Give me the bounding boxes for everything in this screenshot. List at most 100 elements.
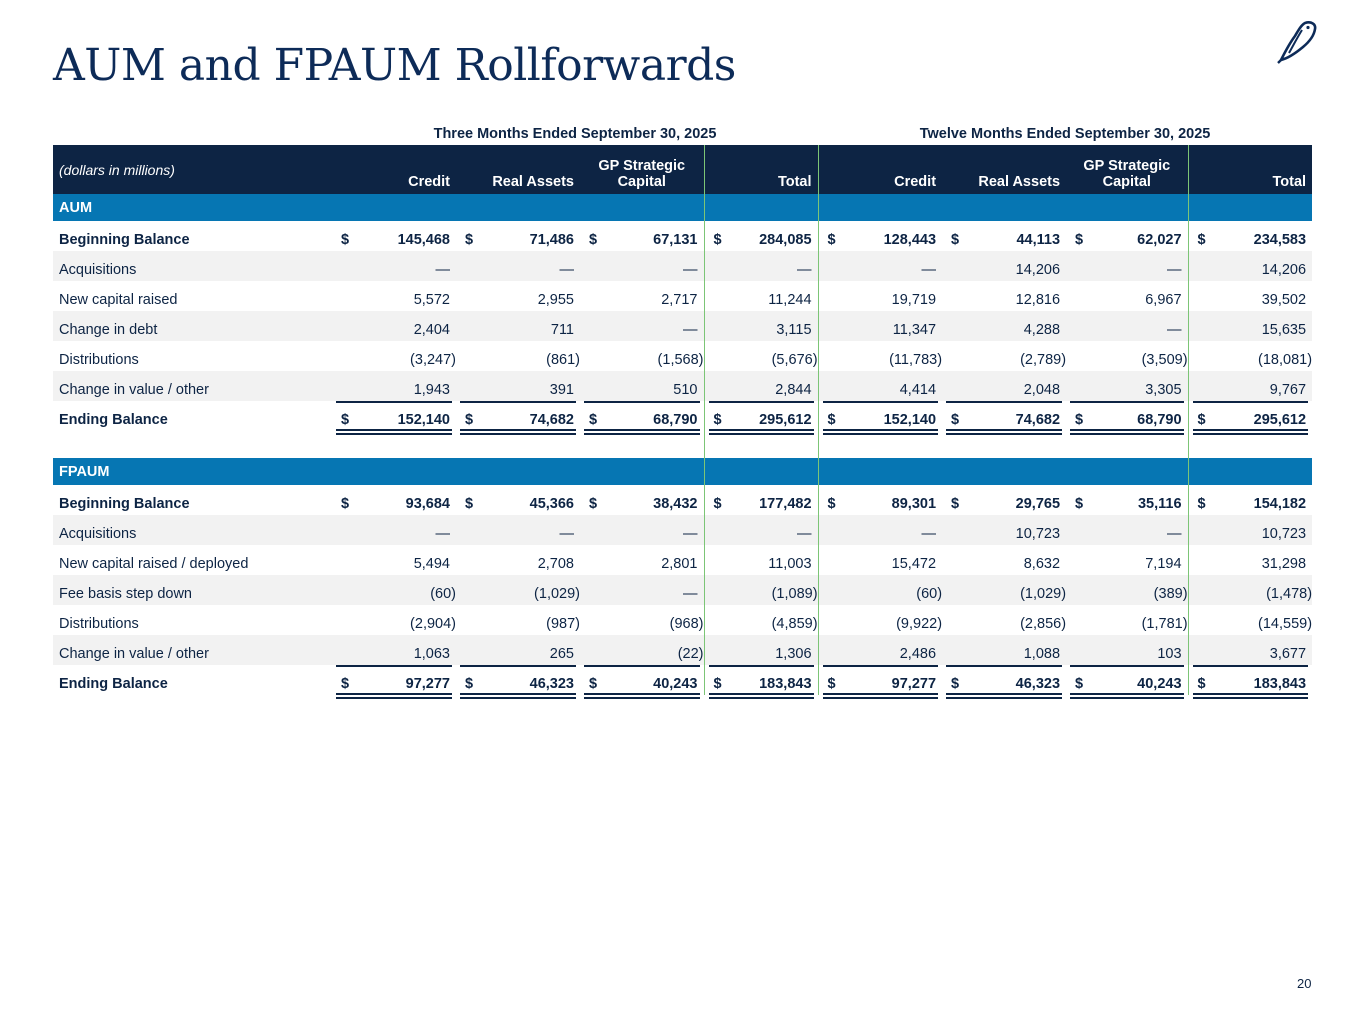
row-label: New capital raised / deployed bbox=[59, 556, 249, 572]
col-header-real-assets-12m: Real Assets bbox=[942, 145, 1067, 194]
cell-value: (861) bbox=[546, 352, 580, 368]
value-cell: — bbox=[580, 311, 704, 341]
value-cell: (4,859) bbox=[703, 605, 819, 635]
cell-value: 391 bbox=[549, 382, 574, 398]
value-cell: (18,081) bbox=[1187, 341, 1313, 371]
value-cell: 3,115 bbox=[703, 311, 819, 341]
bird-logo-icon bbox=[1277, 21, 1317, 64]
table-row: New capital raised / deployed 5,494 2,708 2… bbox=[53, 545, 1313, 575]
cell-value: 11,347 bbox=[892, 322, 937, 338]
value-cell: — bbox=[580, 251, 704, 281]
value-cell: (1,781) bbox=[1066, 605, 1188, 635]
cell-value: (1,781) bbox=[1141, 616, 1188, 632]
cell-value: 31,298 bbox=[1261, 556, 1307, 572]
value-cell: (3,247) bbox=[332, 341, 456, 371]
cell-value: 39,502 bbox=[1261, 292, 1307, 308]
value-cell: $45,366 bbox=[456, 485, 580, 515]
cell-value: 44,113 bbox=[1016, 232, 1061, 248]
value-cell: $74,682 bbox=[456, 401, 580, 435]
table-row: New capital raised 5,572 2,955 2,717 11,244 1… bbox=[53, 281, 1313, 311]
value-cell: — bbox=[332, 251, 456, 281]
value-cell: $145,468 bbox=[332, 221, 456, 251]
column-header-row: (dollars in millions) Credit Real Assets… bbox=[53, 145, 1313, 194]
currency-symbol: $ bbox=[951, 676, 960, 692]
value-cell: (22) bbox=[580, 635, 704, 665]
value-cell: (1,089) bbox=[703, 575, 819, 605]
cell-value: (1,568) bbox=[657, 352, 704, 368]
value-cell: — bbox=[580, 575, 704, 605]
cell-value: — bbox=[683, 262, 698, 278]
table-row: Beginning Balance $93,684 $45,366 $38,432 $1… bbox=[53, 485, 1313, 515]
cell-value: 234,583 bbox=[1253, 232, 1307, 248]
value-cell: 2,048 bbox=[942, 371, 1067, 401]
row-label: Change in value / other bbox=[53, 635, 332, 665]
cell-value: (9,922) bbox=[896, 616, 943, 632]
value-cell: $40,243 bbox=[1066, 665, 1188, 699]
page-number: 20 bbox=[1297, 976, 1312, 991]
cell-value: 14,206 bbox=[1261, 262, 1307, 278]
value-cell: $93,684 bbox=[332, 485, 456, 515]
currency-symbol: $ bbox=[1075, 496, 1084, 512]
value-cell: — bbox=[456, 251, 580, 281]
cell-value: (14,559) bbox=[1258, 616, 1313, 632]
cell-value: 38,432 bbox=[653, 496, 698, 512]
value-cell: (1,478) bbox=[1187, 575, 1313, 605]
cell-value: 2,801 bbox=[661, 556, 698, 572]
col-header-total-3m: Total bbox=[703, 145, 819, 194]
value-cell: 1,063 bbox=[332, 635, 456, 665]
value-cell: (5,676) bbox=[703, 341, 819, 371]
period-header-row: Three Months Ended September 30, 2025 Tw… bbox=[53, 118, 1312, 145]
value-cell: 4,288 bbox=[942, 311, 1067, 341]
cell-value: — bbox=[435, 526, 451, 542]
value-cell: $68,790 bbox=[1066, 401, 1188, 435]
currency-symbol: $ bbox=[341, 412, 350, 428]
value-cell: 11,003 bbox=[703, 545, 819, 575]
cell-value: (2,789) bbox=[1020, 352, 1067, 368]
row-label: New capital raised bbox=[59, 292, 178, 308]
currency-symbol: $ bbox=[713, 496, 722, 512]
table-row: Distributions (2,904) (987) (968) (4,859) (9,… bbox=[53, 605, 1313, 635]
value-cell: $71,486 bbox=[456, 221, 580, 251]
row-label: Beginning Balance bbox=[59, 232, 190, 248]
aum-section-header: AUM bbox=[53, 194, 1313, 221]
cell-value: 19,719 bbox=[891, 292, 937, 308]
cell-value: 14,206 bbox=[1015, 262, 1061, 278]
cell-value: (22) bbox=[677, 646, 704, 662]
value-cell: 10,723 bbox=[1187, 515, 1313, 545]
value-cell: $284,085 bbox=[703, 221, 819, 251]
cell-value: 284,085 bbox=[759, 232, 812, 248]
currency-symbol: $ bbox=[951, 496, 960, 512]
currency-symbol: $ bbox=[341, 232, 350, 248]
value-cell: $295,612 bbox=[1187, 401, 1313, 435]
cell-value: (11,783) bbox=[889, 352, 943, 368]
cell-value: (2,904) bbox=[410, 616, 456, 632]
cell-value: (18,081) bbox=[1258, 352, 1313, 368]
value-cell: 8,632 bbox=[942, 545, 1066, 575]
value-cell: $68,790 bbox=[580, 401, 704, 435]
value-cell: (2,789) bbox=[942, 341, 1066, 371]
value-cell: $128,443 bbox=[817, 221, 943, 251]
cell-value: 2,955 bbox=[537, 292, 574, 308]
cell-value: 93,684 bbox=[405, 496, 450, 512]
value-cell: 1,943 bbox=[332, 371, 456, 401]
cell-value: (5,676) bbox=[771, 352, 818, 368]
value-cell: — bbox=[1066, 251, 1189, 281]
currency-symbol: $ bbox=[1197, 412, 1206, 428]
cell-value: 97,277 bbox=[405, 676, 450, 692]
value-cell: $177,482 bbox=[703, 485, 819, 515]
cell-value: (968) bbox=[669, 616, 704, 632]
table-row: Distributions (3,247) (861) (1,568) (5,676) (… bbox=[53, 341, 1313, 371]
cell-value: 128,443 bbox=[883, 232, 937, 248]
currency-symbol: $ bbox=[713, 676, 722, 692]
value-cell: (2,856) bbox=[942, 605, 1066, 635]
currency-symbol: $ bbox=[1197, 676, 1206, 692]
cell-value: 97,277 bbox=[891, 676, 937, 692]
currency-symbol: $ bbox=[589, 676, 598, 692]
cell-value: 45,366 bbox=[529, 496, 574, 512]
value-cell: — bbox=[703, 251, 819, 281]
currency-symbol: $ bbox=[951, 412, 960, 428]
currency-symbol: $ bbox=[589, 496, 598, 512]
value-cell: $35,116 bbox=[1066, 485, 1188, 515]
cell-value: 3,115 bbox=[776, 322, 812, 338]
cell-value: 154,182 bbox=[1253, 496, 1307, 512]
